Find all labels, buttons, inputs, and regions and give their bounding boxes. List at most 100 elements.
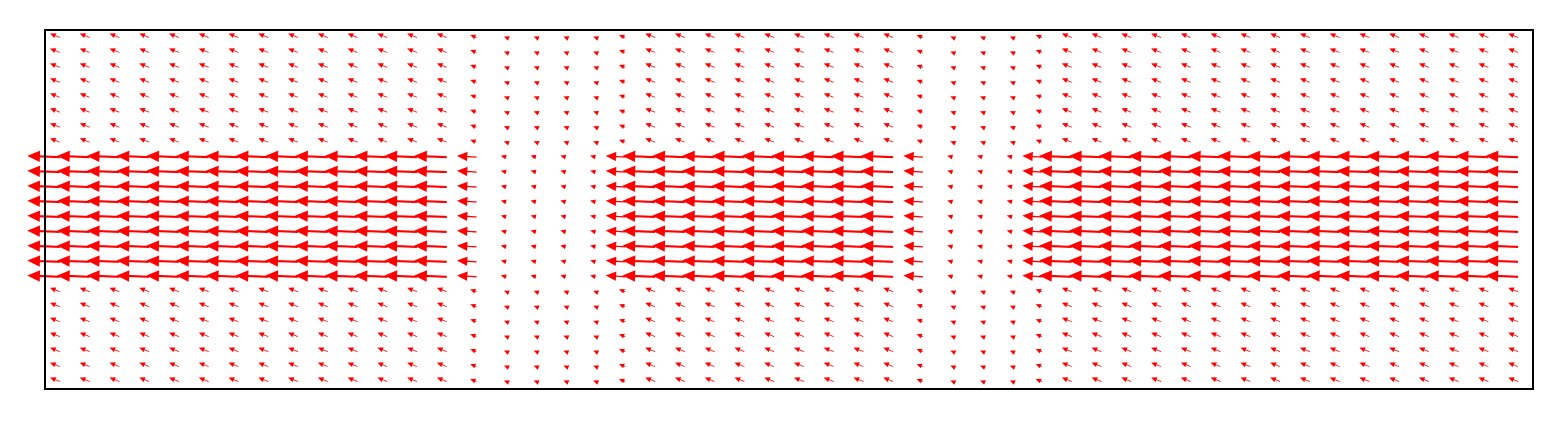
arrow: [414, 240, 447, 252]
arrow: [228, 332, 239, 338]
arrow: [533, 305, 540, 311]
arrow: [295, 255, 328, 267]
arrow: [139, 347, 150, 353]
arrow: [1006, 214, 1013, 220]
arrow: [1039, 180, 1072, 192]
arrow: [1009, 140, 1016, 146]
arrow: [470, 348, 477, 354]
arrow: [1035, 378, 1043, 384]
arrow: [734, 137, 745, 143]
arrow: [1091, 137, 1102, 143]
arrow: [1180, 317, 1191, 323]
arrow: [288, 63, 299, 68]
arrow: [1366, 195, 1400, 207]
arrow: [1418, 93, 1429, 98]
arrow: [1217, 150, 1251, 163]
arrow: [407, 287, 418, 293]
arrow: [354, 180, 388, 192]
arrow: [288, 137, 299, 143]
arrow: [470, 94, 477, 100]
arrow: [1306, 165, 1340, 178]
arrow: [324, 270, 358, 282]
arrow: [830, 270, 864, 282]
arrow: [384, 195, 418, 207]
arrow: [764, 137, 775, 143]
arrow: [436, 347, 447, 353]
arrow: [228, 362, 239, 368]
arrow: [976, 184, 983, 190]
arrow: [704, 332, 715, 338]
arrow: [1359, 137, 1370, 143]
arrow: [456, 241, 477, 251]
arrow: [1240, 362, 1251, 368]
arrow: [500, 154, 507, 160]
arrow: [228, 377, 239, 383]
arrow: [49, 123, 61, 128]
arrow: [947, 184, 954, 190]
arrow: [407, 33, 418, 39]
arrow: [1039, 195, 1072, 207]
arrow: [1128, 210, 1162, 222]
arrow: [116, 240, 150, 252]
arrow: [146, 225, 179, 237]
arrow: [295, 180, 328, 192]
arrow: [793, 137, 805, 143]
arrow: [139, 332, 150, 338]
arrow: [950, 350, 957, 355]
arrow: [384, 255, 418, 267]
arrow: [79, 317, 90, 323]
arrow: [1009, 365, 1016, 370]
arrow: [916, 289, 924, 294]
arrow: [1418, 332, 1429, 338]
arrow: [324, 150, 358, 163]
arrow: [1478, 33, 1489, 39]
arrow: [950, 81, 957, 86]
arrow: [771, 210, 804, 222]
arrow: [1270, 123, 1281, 128]
arrow: [139, 33, 150, 39]
arrow: [530, 214, 537, 220]
arrow: [1180, 377, 1191, 383]
arrow: [1247, 240, 1281, 252]
arrow: [1336, 180, 1370, 192]
arrow: [1508, 48, 1519, 54]
arrow: [1247, 165, 1281, 178]
arrow: [228, 347, 239, 353]
arrow: [1508, 123, 1519, 128]
arrow: [1277, 255, 1310, 267]
arrow: [950, 96, 957, 101]
arrow: [1006, 169, 1013, 175]
arrow: [619, 363, 626, 369]
arrow: [1508, 33, 1519, 39]
arrow: [317, 48, 328, 54]
arrow: [176, 210, 209, 222]
arrow: [734, 332, 745, 338]
arrow: [1039, 255, 1072, 267]
arrow: [49, 302, 61, 308]
arrow: [139, 362, 150, 368]
arrow: [1180, 137, 1191, 143]
arrow: [1009, 350, 1016, 355]
arrow: [169, 78, 180, 83]
arrow: [198, 137, 209, 143]
arrow: [860, 165, 894, 178]
arrow: [1061, 362, 1072, 368]
arrow: [853, 48, 864, 54]
arrow: [704, 347, 715, 353]
arrow: [436, 123, 447, 128]
arrow: [288, 287, 299, 293]
arrow: [711, 255, 745, 267]
arrow: [503, 290, 510, 296]
arrow: [1240, 123, 1251, 128]
arrow: [235, 180, 269, 192]
arrow: [1277, 210, 1310, 222]
arrow: [288, 332, 299, 338]
arrow: [49, 317, 61, 323]
arrow: [1389, 93, 1400, 98]
arrow: [1006, 259, 1013, 265]
arrow: [86, 270, 120, 282]
arrow: [109, 317, 120, 323]
arrow: [1210, 137, 1221, 143]
arrow: [324, 240, 358, 252]
arrow: [711, 150, 745, 163]
